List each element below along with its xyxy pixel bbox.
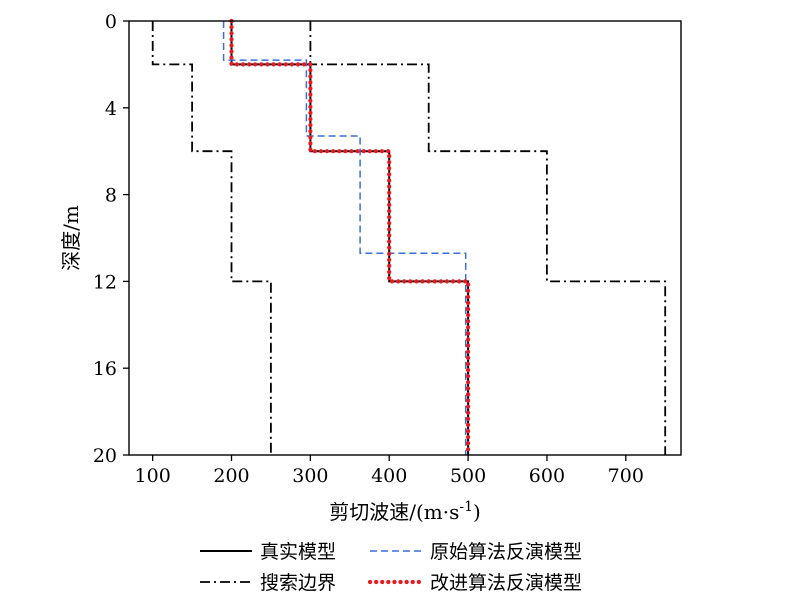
x-tick-label: 500 [450, 465, 486, 487]
series-line-1 [222, 21, 467, 455]
series-layer [151, 18, 667, 458]
x-axis-title-superscript: -1 [459, 499, 473, 515]
legend-label-2: 搜索边界 [260, 572, 336, 594]
series-line-4 [229, 18, 471, 458]
y-tick-label: 12 [93, 271, 117, 293]
legend-label-0: 真实模型 [260, 541, 336, 563]
y-axis-title: 深度/m [59, 205, 83, 271]
legend-label-1: 原始算法反演模型 [430, 541, 582, 563]
series-line-0 [230, 21, 470, 455]
y-tick-label: 16 [93, 358, 117, 380]
x-tick-label: 100 [135, 465, 171, 487]
legend-label-3: 改进算法反演模型 [430, 572, 582, 594]
y-tick-label: 4 [105, 98, 117, 120]
plot-frame [128, 20, 682, 456]
x-tick-label: 600 [529, 465, 565, 487]
y-tick-label: 8 [105, 185, 117, 207]
y-tick-label: 20 [93, 445, 117, 467]
x-axis-title: 剪切波速/(m·s-1) [329, 499, 481, 524]
x-axis: 100 200 300 400 500 600 700 [135, 455, 644, 487]
x-tick-label: 700 [608, 465, 644, 487]
y-tick-label: 0 [105, 11, 117, 33]
y-axis: 0 4 8 12 16 20 [93, 11, 129, 467]
series-line-3 [309, 21, 667, 455]
series-line-2 [151, 21, 272, 455]
x-tick-label: 200 [213, 465, 249, 487]
x-tick-label: 300 [292, 465, 328, 487]
x-axis-title-main: 剪切波速/(m·s [329, 500, 459, 524]
x-tick-label: 400 [371, 465, 407, 487]
x-axis-title-close: ) [473, 500, 481, 524]
